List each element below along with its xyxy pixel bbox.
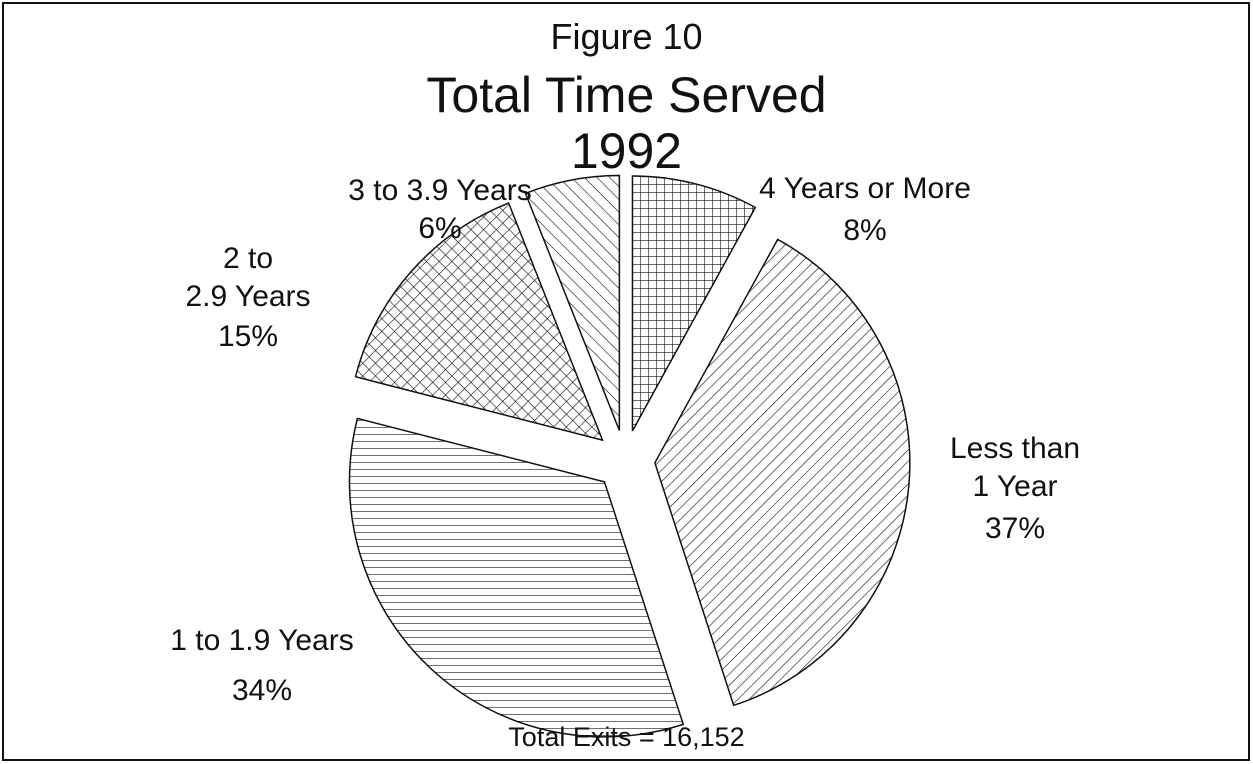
chart-subtitle: 1992 — [570, 123, 683, 179]
slice-label: 4 Years or More — [759, 172, 971, 205]
pie-slice — [348, 417, 685, 738]
pie-slice — [631, 175, 757, 432]
slice-label: 3 to 3.9 Years — [348, 174, 532, 207]
slice-value-label: 34% — [231, 674, 293, 707]
figure-label: Figure 10 — [550, 16, 703, 57]
slice-value-label: 6% — [418, 212, 462, 245]
chart-title: Total Time Served — [426, 67, 827, 123]
pie-slice — [654, 238, 911, 707]
slice-value-label: 15% — [217, 320, 279, 353]
slice-value-label: 37% — [984, 512, 1046, 545]
slice-label: 2 to 2.9 Years — [185, 242, 311, 313]
pie-slice — [524, 174, 621, 431]
slice-label: 1 to 1.9 Years — [170, 624, 354, 657]
pie-slice — [354, 202, 604, 442]
annotation: Total Exits = 16,152 — [508, 722, 745, 752]
slice-value-label: 8% — [843, 214, 887, 247]
slice-label: Less than 1 Year — [949, 432, 1081, 503]
